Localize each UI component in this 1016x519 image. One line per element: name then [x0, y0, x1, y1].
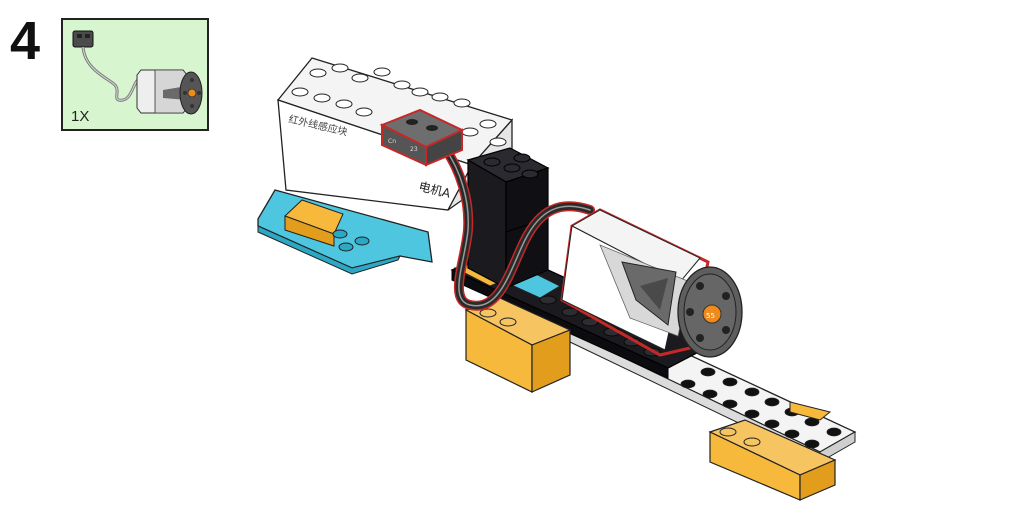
motor-hub-label: 55 [706, 312, 715, 320]
parts-list-box: 1X [61, 18, 209, 131]
cyan-plate [257, 189, 433, 275]
yellow-brick-right [708, 401, 837, 501]
connector-label-left: Cn [388, 138, 396, 145]
motor-cable [441, 145, 595, 311]
motor: 55 [560, 208, 743, 358]
step-number: 4 [10, 11, 41, 71]
yellow-brick-left [464, 297, 572, 393]
connector-label-right: 23 [410, 146, 418, 153]
part-quantity: 1X [71, 108, 90, 125]
motor-with-cable-icon [72, 30, 203, 115]
motor-connector: Cn 23 [379, 108, 465, 167]
